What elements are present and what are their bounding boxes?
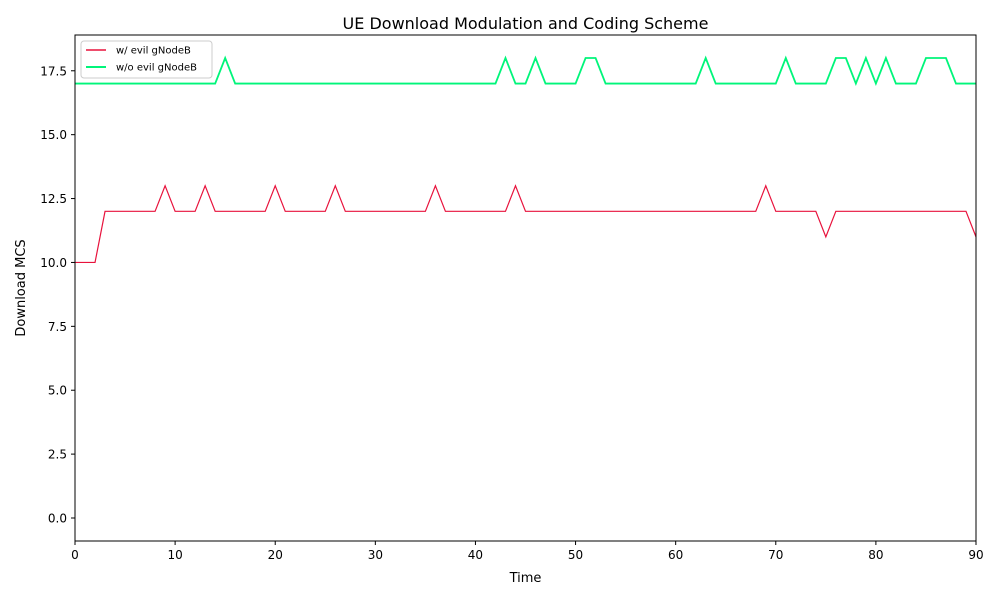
y-tick-label: 10.0	[40, 256, 67, 270]
x-tick-label: 50	[568, 548, 583, 562]
series-line-w-evil-gnodeb	[75, 184, 977, 264]
x-tick-label: 60	[668, 548, 683, 562]
legend-box	[80, 40, 213, 79]
plot-frame	[74, 34, 977, 542]
y-tick-label: 5.0	[48, 384, 67, 398]
x-tick-label: 70	[768, 548, 783, 562]
series-line-wo-evil-gnodeb	[75, 55, 976, 87]
plot-area	[74, 34, 977, 542]
series-group	[75, 55, 977, 264]
y-tick-label: 15.0	[40, 128, 67, 142]
y-axis-label: Download MCS	[14, 239, 29, 336]
y-tick-label: 7.5	[48, 320, 67, 334]
y-axis: 0.0 2.5 5.0 7.5 10.0 12.5 15.0 17.5	[40, 64, 75, 526]
x-tick-label: 30	[368, 548, 383, 562]
x-axis: 0 10 20 30 40 50 60 70 80 90	[71, 541, 984, 562]
legend: w/ evil gNodeB w/o evil gNodeB	[80, 40, 213, 79]
y-tick-label: 2.5	[48, 448, 67, 462]
plot-background	[75, 35, 976, 541]
legend-label-wo-evil: w/o evil gNodeB	[116, 63, 197, 74]
x-tick-label: 20	[268, 548, 283, 562]
y-tick-label: 0.0	[48, 512, 67, 526]
chart-title: UE Download Modulation and Coding Scheme	[343, 14, 709, 33]
y-tick-label: 17.5	[40, 64, 67, 78]
y-tick-label: 12.5	[40, 192, 67, 206]
x-tick-label: 10	[167, 548, 182, 562]
x-tick-label: 80	[868, 548, 883, 562]
x-tick-label: 90	[968, 548, 983, 562]
x-tick-label: 40	[468, 548, 483, 562]
legend-label-w-evil: w/ evil gNodeB	[116, 46, 191, 57]
x-axis-label: Time	[509, 571, 542, 586]
x-tick-label: 0	[71, 548, 79, 562]
